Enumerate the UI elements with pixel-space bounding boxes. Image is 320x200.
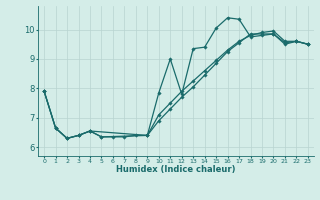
X-axis label: Humidex (Indice chaleur): Humidex (Indice chaleur): [116, 165, 236, 174]
